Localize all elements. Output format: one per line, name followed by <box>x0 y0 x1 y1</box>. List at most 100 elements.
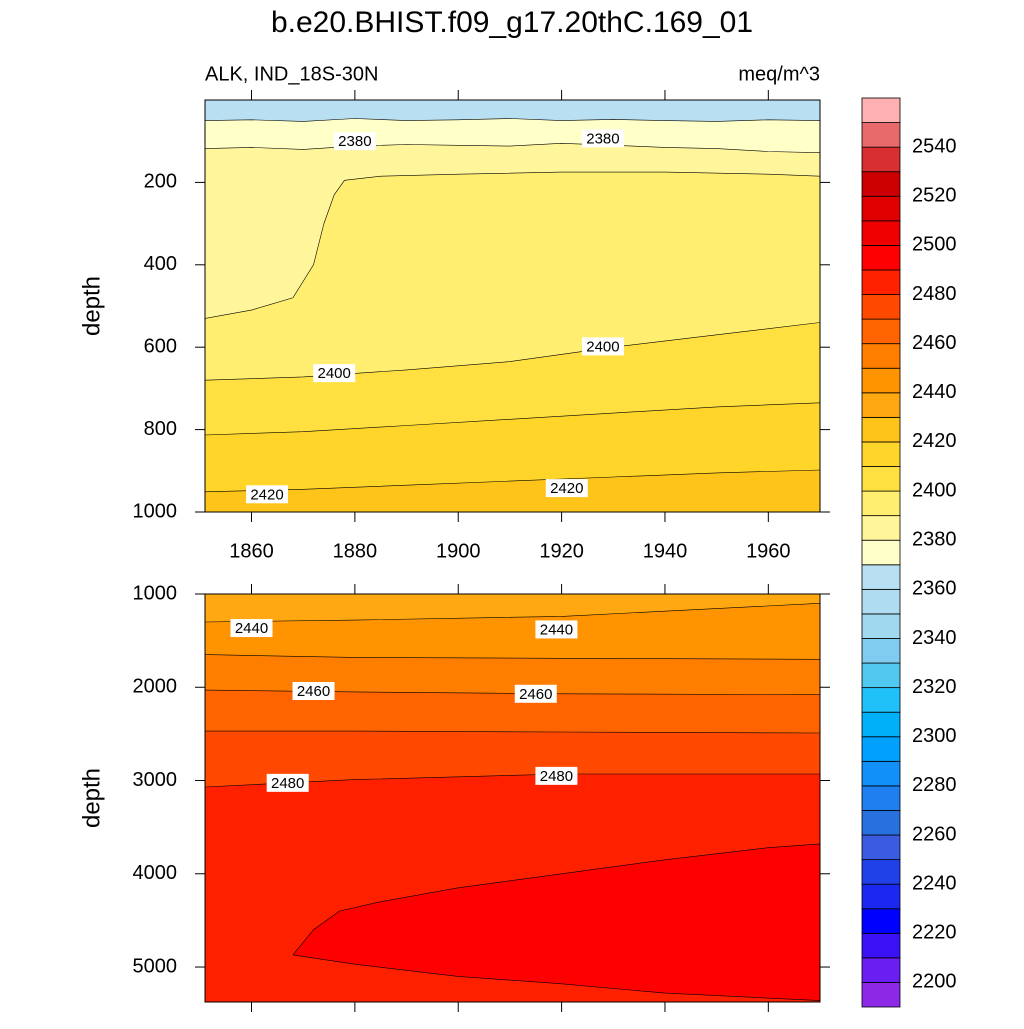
colorbar-label: 2200 <box>912 971 957 993</box>
y-tick-label: 5000 <box>133 955 178 977</box>
colorbar-box <box>861 613 901 639</box>
colorbar-box <box>861 343 901 369</box>
contour-label-box <box>266 773 309 792</box>
colorbar-label: 2340 <box>912 627 957 649</box>
colorbar-box <box>861 588 901 615</box>
colorbar-box <box>861 564 901 590</box>
colorbar-box <box>861 416 901 443</box>
contour-label-box <box>581 129 624 148</box>
subtitle: ALK, IND_18S-30N <box>205 63 378 85</box>
x-tick-label: 1880 <box>333 540 378 562</box>
plot-frame <box>204 593 821 1003</box>
colorbar-box <box>861 687 901 713</box>
colorbar-label: 2400 <box>912 479 957 501</box>
contour-line <box>205 654 820 660</box>
contour-line <box>205 603 820 623</box>
x-tick-label: 1860 <box>229 540 274 562</box>
colorbar-box <box>861 736 901 762</box>
x-tick-label: 1940 <box>643 540 688 562</box>
contour-label: 2440 <box>540 621 573 638</box>
colorbar-box <box>861 220 901 246</box>
y-tick-label: 2000 <box>133 676 178 698</box>
y-tick-label: 400 <box>144 253 177 275</box>
contour-label: 2460 <box>519 686 552 703</box>
x-tick-label: 1900 <box>436 540 481 562</box>
contour-label: 2480 <box>271 775 304 792</box>
colorbar-box <box>861 834 901 860</box>
colorbar-box <box>861 490 901 517</box>
plot-area: 2380 2380 2400 2400 2420 2420 <box>205 100 820 512</box>
colorbar-box <box>861 392 901 418</box>
contour-label-box <box>230 619 273 638</box>
contour-line <box>205 322 820 381</box>
contour-label: 2460 <box>297 683 330 700</box>
contour-label-box <box>292 681 335 700</box>
colorbar-label: 2520 <box>912 185 957 207</box>
plot-frame <box>204 99 821 513</box>
contour-label: 2400 <box>318 365 351 382</box>
colorbar-box <box>861 982 901 1008</box>
contour-label-box <box>246 485 289 504</box>
colorbar-label: 2440 <box>912 381 957 403</box>
contour-label-box <box>581 337 624 356</box>
colorbar-label: 2260 <box>912 823 957 845</box>
colorbar-label: 2500 <box>912 234 957 256</box>
colorbar-box <box>861 662 901 689</box>
colorbar-box <box>861 466 901 492</box>
colorbar-box <box>861 932 901 959</box>
colorbar-label: 2540 <box>912 135 957 157</box>
colorbar-label: 2240 <box>912 872 957 894</box>
contour-line <box>205 469 820 493</box>
colorbar-label: 2360 <box>912 578 957 600</box>
colorbar-label: 2380 <box>912 528 957 550</box>
units: meq/m^3 <box>738 63 820 85</box>
colorbar-box <box>861 97 901 123</box>
colorbar-box <box>861 760 901 787</box>
colorbar-box <box>861 146 901 173</box>
colorbar-label: 2460 <box>912 332 957 354</box>
colorbar-label: 2280 <box>912 774 957 796</box>
contour-label-box <box>514 684 557 703</box>
colorbar-label: 2300 <box>912 725 957 747</box>
contour-fill <box>292 843 820 1001</box>
contour-label-box <box>313 364 356 383</box>
x-tick-label: 1920 <box>539 540 584 562</box>
contour-label: 2440 <box>235 620 268 637</box>
colorbar-box <box>861 318 901 345</box>
colorbar-box <box>861 195 901 222</box>
plot-area: 2440 2440 2460 2460 2480 2480 <box>205 594 820 1002</box>
contour-line <box>205 730 820 734</box>
colorbar-box <box>861 539 901 566</box>
colorbar-box <box>861 711 901 738</box>
y-tick-label: 200 <box>144 171 177 193</box>
colorbar-box <box>861 122 901 148</box>
y-axis-label: depth <box>78 276 105 336</box>
colorbar-box <box>861 908 901 934</box>
colorbar-box <box>861 957 901 983</box>
contour-fill <box>205 470 820 512</box>
contour-line <box>205 689 820 695</box>
colorbar-box <box>861 883 901 910</box>
colorbar-box <box>861 859 901 885</box>
contour-label-box <box>535 766 578 785</box>
contour-label: 2380 <box>338 133 371 150</box>
colorbar-box <box>861 638 901 664</box>
y-axis-label: depth <box>78 768 105 828</box>
y-tick-label: 3000 <box>133 769 178 791</box>
chart-title: b.e20.BHIST.f09_g17.20thC.169_01 <box>271 6 753 39</box>
contour-line <box>205 171 820 319</box>
contour-line <box>205 402 820 436</box>
colorbar-box <box>861 785 901 811</box>
contour-label: 2480 <box>540 768 573 785</box>
colorbar-label: 2420 <box>912 430 957 452</box>
contour-line <box>292 843 820 1001</box>
contour-label: 2420 <box>250 486 283 503</box>
colorbar-box <box>861 810 901 836</box>
colorbar-box <box>861 294 901 320</box>
contour-label-box <box>535 620 578 639</box>
contour-line <box>205 142 820 153</box>
colorbar-label: 2480 <box>912 283 957 305</box>
contour-label: 2400 <box>586 338 619 355</box>
colorbar-box <box>861 269 901 295</box>
